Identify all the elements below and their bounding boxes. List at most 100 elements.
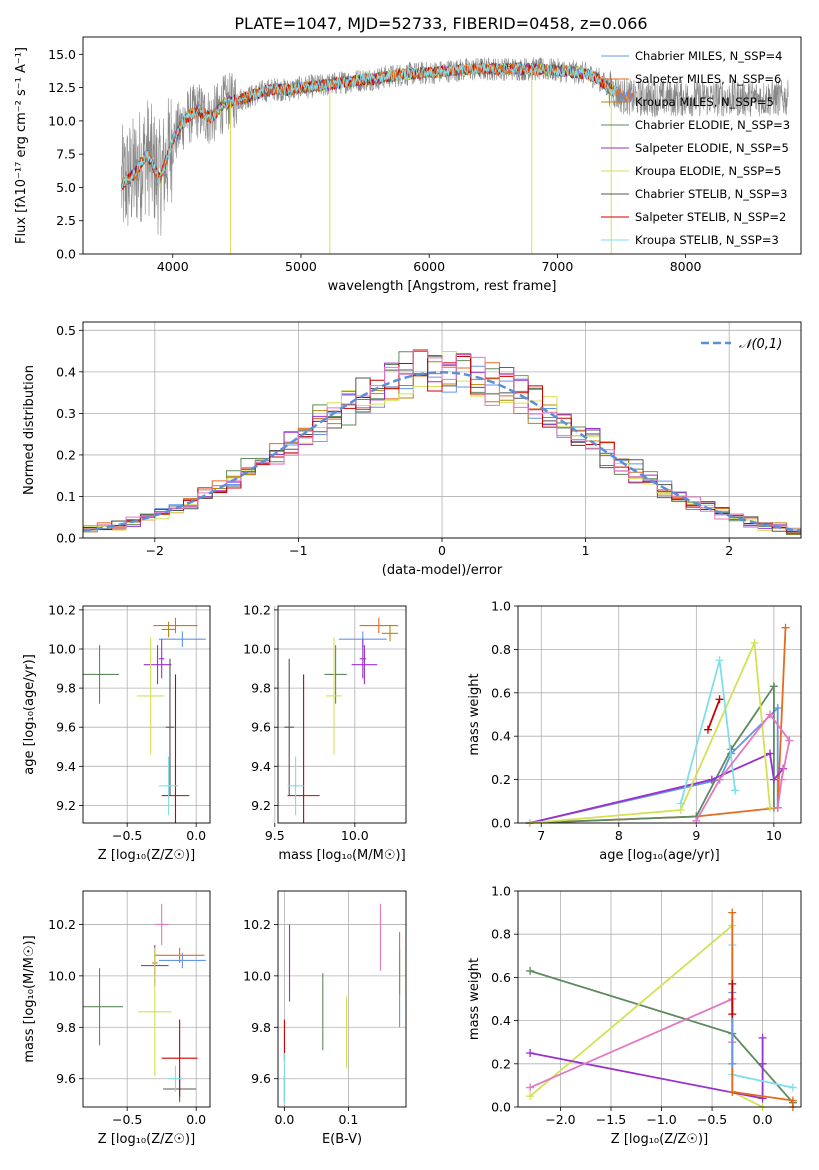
x-tick-label: 10.0 <box>341 828 369 843</box>
y-tick-label: 1.0 <box>491 884 511 899</box>
mass-weight-marker <box>769 775 778 784</box>
mass-weight-marker <box>526 966 535 975</box>
x-tick-label: 0.0 <box>274 1112 294 1127</box>
figure-title: PLATE=1047, MJD=52733, FIBERID=0458, z=0… <box>234 14 647 33</box>
x-axis-label: Z [log₁₀(Z/Z☉)] <box>611 1132 708 1147</box>
y-tick-label: 0.2 <box>491 1056 511 1071</box>
y-tick-label: 0.6 <box>491 970 511 985</box>
mass-weight-line <box>529 923 764 1107</box>
x-tick-label: 0.0 <box>753 1112 773 1127</box>
spectrum-model-line <box>121 62 617 188</box>
y-tick-label: 10.0 <box>243 968 271 983</box>
mass-weight-marker <box>769 682 778 691</box>
x-tick-label: 2 <box>725 543 733 558</box>
residual-histogram <box>83 350 801 538</box>
mass-weight-marker <box>728 979 737 988</box>
mass-weight-marker <box>728 908 737 917</box>
age-vs-Z-panel: −0.5 0.0 9.2 9.4 9.6 9.8 10.0 10.2 Z [log₁₀(Z/Z☉… <box>22 602 211 863</box>
y-tick-label: 0.6 <box>491 685 511 700</box>
x-tick-label: 5000 <box>285 259 317 274</box>
x-axis-label: (data-model)/error <box>382 563 503 578</box>
x-tick-label: 6000 <box>413 259 445 274</box>
x-tick-label: −2 <box>146 543 164 558</box>
y-axis-label: mass weight <box>467 958 482 1040</box>
mass-weight-marker <box>526 1092 535 1101</box>
legend-label: Chabrier MILES, N_SSP=4 <box>635 49 782 63</box>
y-tick-label: 0.5 <box>56 323 76 338</box>
legend-label: Kroupa MILES, N_SSP=5 <box>635 95 774 109</box>
legend-label: 𝒩(0,1) <box>739 337 782 352</box>
mass-weight-marker <box>703 725 712 734</box>
y-tick-label: 9.8 <box>56 681 76 696</box>
age-vs-mass-panel: 9.5 10.0 9.2 9.4 9.6 9.8 10.0 10.2 mass [log₁₀(M… <box>243 602 407 863</box>
mass-weight-marker <box>785 736 794 745</box>
mass-weight-marker <box>781 623 790 632</box>
mass-weight-line <box>695 713 791 822</box>
axes-frame <box>517 605 802 824</box>
x-tick-label: 1 <box>582 543 590 558</box>
y-tick-label: 10.0 <box>48 968 76 983</box>
y-tick-label: 9.6 <box>251 720 271 735</box>
mass-weight-marker <box>526 1083 535 1092</box>
x-tick-label: −0.5 <box>697 1112 727 1127</box>
mass-weight-marker <box>715 775 724 784</box>
mass-weight-vs-Z-panel: −2.0 −1.5 −1.0 −0.5 0.0 0.0 0.2 0.4 0.6 0.8 1.0 Z [… <box>467 884 802 1147</box>
mass-weight-marker <box>765 710 774 719</box>
y-tick-label: 9.8 <box>56 1020 76 1035</box>
mass-weight-marker <box>692 816 701 825</box>
x-tick-label: 9 <box>692 828 700 843</box>
y-tick-label: 0.0 <box>56 531 76 546</box>
legend-label: Kroupa ELODIE, N_SSP=5 <box>635 164 781 178</box>
x-axis-label: Z [log₁₀(Z/Z☉)] <box>98 1132 195 1147</box>
mass-vs-Z-panel: −0.5 0.0 9.6 9.8 10.0 10.2 Z [log₁₀(Z/Z☉)] mass… <box>22 890 211 1147</box>
x-tick-label: −1.5 <box>596 1112 626 1127</box>
residual-histogram <box>83 349 801 538</box>
mass-weight-marker <box>765 803 774 812</box>
x-tick-label: 4000 <box>157 259 189 274</box>
y-tick-label: 9.8 <box>251 1020 271 1035</box>
x-axis-label: wavelength [Angstrom, rest frame] <box>328 279 557 294</box>
y-axis-label: Normed distribution <box>22 365 37 495</box>
y-tick-label: 0.2 <box>56 447 76 462</box>
y-axis-label: mass [log₁₀(M/M☉)] <box>22 935 37 1062</box>
x-tick-label: −0.5 <box>112 1112 142 1127</box>
x-tick-label: 7000 <box>541 259 573 274</box>
legend-label: Chabrier STELIB, N_SSP=3 <box>635 187 787 201</box>
mass-weight-marker <box>788 1083 797 1092</box>
y-tick-label: 10.0 <box>48 642 76 657</box>
x-tick-label: 0.0 <box>186 1112 206 1127</box>
mass-weight-marker <box>773 803 782 812</box>
y-tick-label: 0.0 <box>491 1100 511 1115</box>
axes-frame <box>277 605 407 824</box>
y-tick-label: 0.0 <box>491 816 511 831</box>
legend-label: Salpeter MILES, N_SSP=6 <box>635 72 781 86</box>
axes-frame <box>517 890 802 1108</box>
y-tick-label: 0.1 <box>56 489 76 504</box>
axes-frame <box>277 890 407 1108</box>
y-tick-label: 10.0 <box>243 642 271 657</box>
y-axis-label: mass weight <box>467 673 482 755</box>
y-tick-label: 9.2 <box>251 798 271 813</box>
x-tick-label: 8000 <box>670 259 702 274</box>
x-tick-label: 10 <box>766 828 782 843</box>
y-tick-label: 5.0 <box>56 180 76 195</box>
y-tick-label: 10.0 <box>48 113 76 128</box>
y-axis-label: age [log₁₀(age/yr)] <box>22 654 37 775</box>
legend-label: Salpeter STELIB, N_SSP=2 <box>635 210 786 224</box>
y-tick-label: 0.4 <box>491 1013 511 1028</box>
residuals-panel: −2 −1 0 1 2 0.0 0.1 0.2 0.3 0.4 0.5 (data-model)/er… <box>22 321 802 578</box>
mass-weight-line <box>529 683 775 823</box>
y-tick-label: 0.4 <box>491 729 511 744</box>
y-tick-label: 9.6 <box>56 1071 76 1086</box>
y-tick-label: 9.2 <box>56 798 76 813</box>
spectrum-observed-line <box>121 57 789 236</box>
x-axis-label: age [log₁₀(age/yr)] <box>599 848 720 863</box>
axes-frame <box>82 36 802 255</box>
y-tick-label: 15.0 <box>48 47 76 62</box>
y-tick-label: 9.6 <box>56 720 76 735</box>
mass-weight-marker <box>676 799 685 808</box>
x-tick-label: 0.1 <box>338 1112 358 1127</box>
y-tick-label: 7.5 <box>56 147 76 162</box>
x-tick-label: 9.5 <box>265 828 285 843</box>
